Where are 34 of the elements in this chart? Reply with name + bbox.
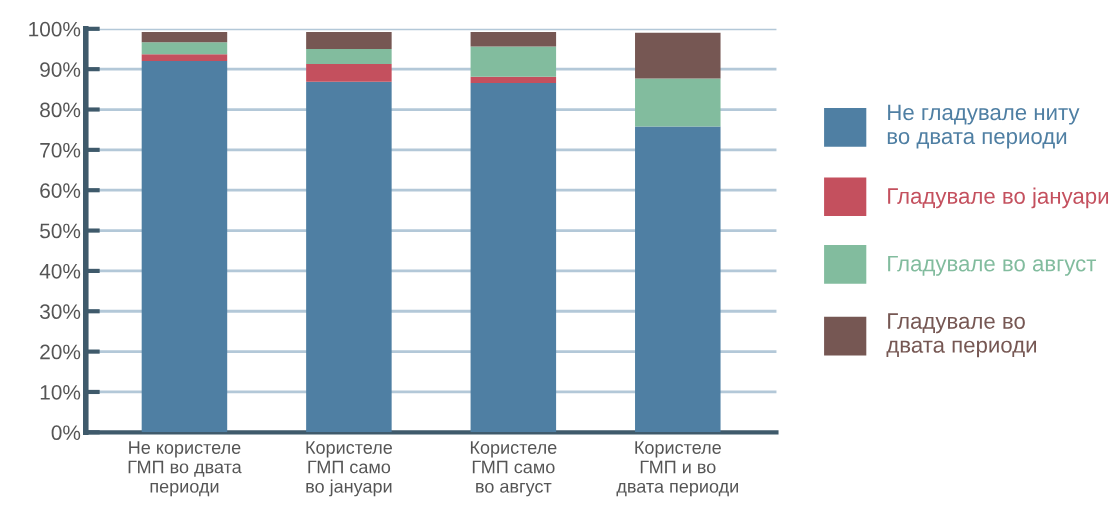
bar bbox=[470, 82, 557, 433]
y-tick-label: 70% bbox=[40, 142, 81, 158]
x-tick-label: Не користеле ГМП во двата периоди bbox=[128, 441, 242, 497]
legend-label: Гладувале во јануари bbox=[888, 187, 1109, 209]
x-tick-label: Користеле ГМП и во двата периоди bbox=[616, 441, 738, 497]
y-tick-label: 100% bbox=[29, 21, 81, 37]
legend-label: Не гладувале ниту во двата периоди bbox=[887, 104, 1080, 149]
y-tick-label: 80% bbox=[40, 102, 81, 118]
bar bbox=[306, 32, 392, 49]
legend-label: Гладувале во август bbox=[888, 255, 1097, 276]
y-tick-label: 0% bbox=[51, 425, 81, 441]
bar bbox=[470, 32, 557, 47]
y-tick-label: 50% bbox=[40, 223, 81, 239]
legend-label: Гладувале во двата периоди bbox=[886, 313, 1037, 358]
x-tick-label: Користеле ГМП само во јануари bbox=[306, 441, 392, 497]
bar bbox=[470, 46, 557, 77]
y-tick-label: 60% bbox=[40, 183, 81, 198]
y-tick-label: 10% bbox=[40, 384, 81, 400]
y-tick-label: 30% bbox=[40, 304, 81, 320]
bar bbox=[635, 126, 721, 433]
bar bbox=[141, 54, 228, 62]
y-tick-label: 20% bbox=[40, 344, 81, 360]
bar bbox=[470, 76, 557, 83]
bar bbox=[306, 63, 392, 82]
bar bbox=[635, 78, 721, 127]
y-tick-label: 40% bbox=[39, 263, 81, 279]
bar bbox=[306, 81, 392, 433]
x-tick-label: Користеле ГМП само во август bbox=[470, 441, 557, 497]
bar bbox=[141, 61, 228, 433]
bar bbox=[306, 48, 392, 64]
y-tick-label: 90% bbox=[40, 62, 81, 77]
bar bbox=[141, 42, 228, 55]
bar bbox=[141, 32, 228, 43]
bar bbox=[635, 32, 721, 79]
